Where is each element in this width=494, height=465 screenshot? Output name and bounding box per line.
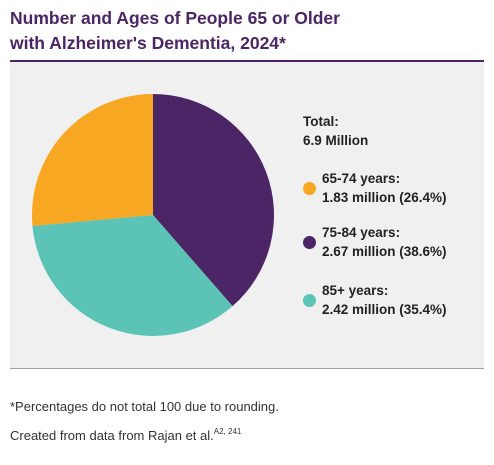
- legend-label-65-74: 65-74 years:: [322, 171, 401, 186]
- pie-slice-85-plus: [32, 215, 233, 336]
- legend-value-85-plus: 2.42 million (35.4%): [322, 302, 447, 317]
- total-label-text: Total:: [303, 114, 339, 129]
- pie-slice-75-84: [153, 94, 274, 307]
- legend-value-75-84: 2.67 million (38.6%): [322, 244, 447, 259]
- title-divider: [10, 60, 484, 62]
- total-value: 6.9 Million: [303, 133, 369, 148]
- chart-title-line-1: Number and Ages of People 65 or Older: [10, 8, 340, 28]
- source-note: Created from data from Rajan et al.A2, 2…: [10, 423, 241, 445]
- source-refs: A2, 241: [213, 427, 242, 436]
- panel-divider: [10, 368, 484, 369]
- total-label: Total: 6.9 Million: [303, 112, 368, 150]
- source-text: Created from data from Rajan et al.: [10, 428, 214, 443]
- legend-label-75-84: 75-84 years:: [322, 225, 401, 240]
- legend-value-65-74: 1.83 million (26.4%): [322, 190, 447, 205]
- pie-chart: [32, 94, 274, 336]
- chart-panel: Total: 6.9 Million 65-74 years: 1.83 mil…: [10, 62, 484, 368]
- chart-title: Number and Ages of People 65 or Older wi…: [10, 6, 484, 56]
- legend-label-85-plus: 85+ years:: [322, 283, 389, 298]
- rounding-footnote: *Percentages do not total 100 due to rou…: [10, 399, 279, 414]
- legend-swatch-65-74: [303, 182, 316, 195]
- legend-swatch-75-84: [303, 236, 316, 249]
- legend-swatch-85-plus: [303, 294, 316, 307]
- chart-title-line-2: with Alzheimer's Dementia, 2024*: [10, 33, 286, 53]
- pie-slice-65-74: [32, 94, 153, 226]
